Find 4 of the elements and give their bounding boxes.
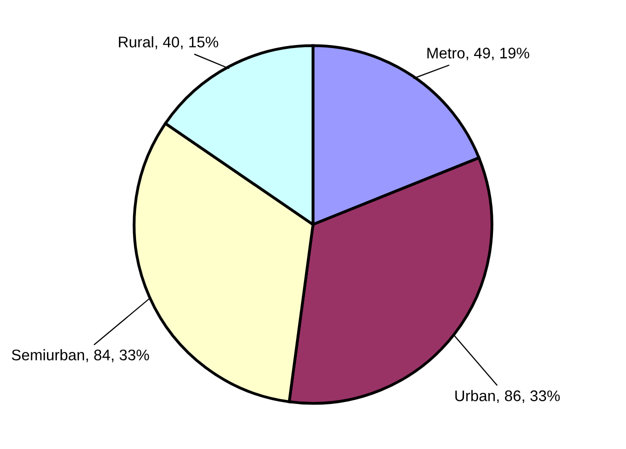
- slice-label: Rural, 40, 15%: [118, 36, 218, 50]
- slice-label: Semiurban, 84, 33%: [12, 349, 150, 362]
- slice-label: Metro, 49, 19%: [427, 48, 530, 60]
- slice-label: Urban, 86, 33%: [455, 390, 560, 404]
